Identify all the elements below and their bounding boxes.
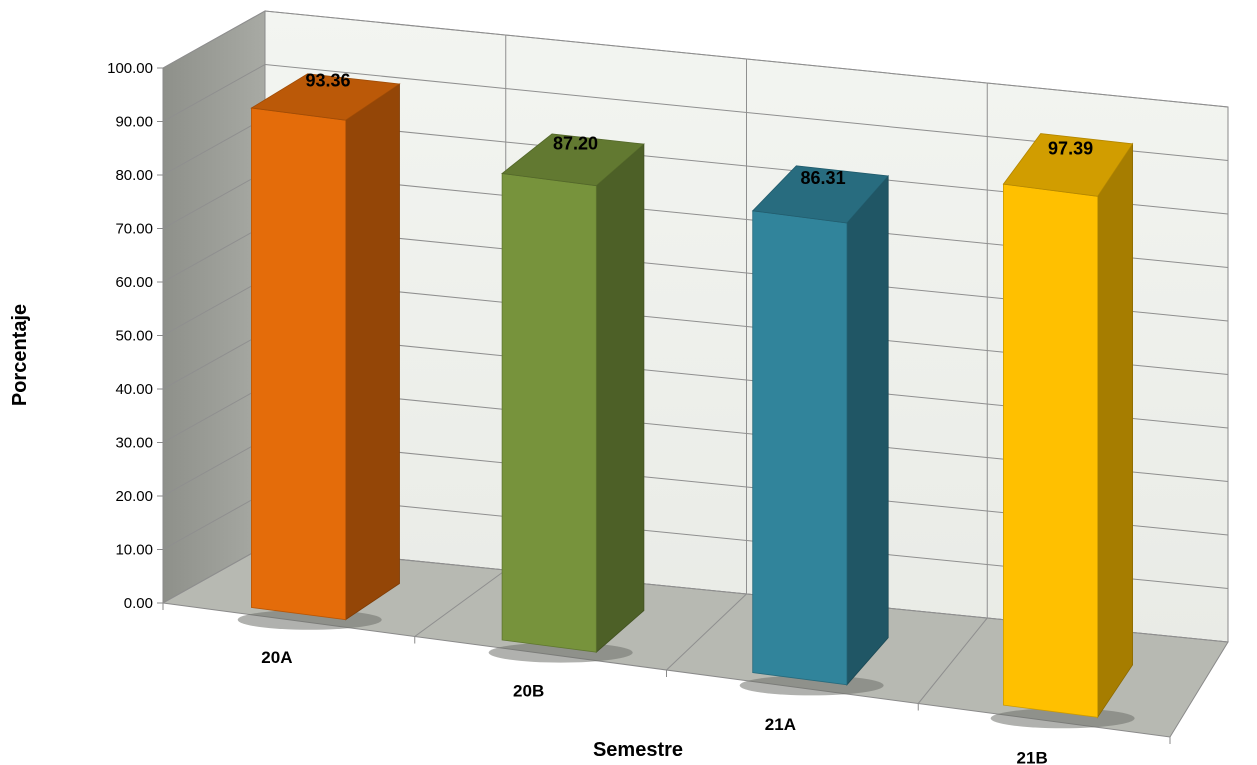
- bar: [250, 73, 401, 621]
- bar: [1002, 133, 1134, 719]
- bars: [250, 73, 1134, 719]
- data-label: 93.36: [306, 71, 351, 91]
- bar: [751, 165, 890, 686]
- data-label: 86.31: [801, 168, 846, 188]
- bar-side: [595, 143, 645, 654]
- y-tick-label: 50.00: [115, 328, 153, 345]
- gridline: [162, 10, 1229, 108]
- x-tick-label: 20B: [513, 681, 544, 700]
- y-tick-label: 30.00: [115, 435, 153, 452]
- y-tick-label: 60.00: [115, 274, 153, 291]
- bar: [501, 133, 645, 654]
- bar-side: [846, 174, 889, 686]
- bar-front: [250, 107, 347, 621]
- y-tick-label: 70.00: [115, 221, 153, 238]
- y-tick-label: 90.00: [115, 114, 153, 131]
- bar-top: [1002, 133, 1134, 197]
- y-tick-labels: 0.00 10.00 20.00 30.00 40.00 50.00 60.00 70.00 8…: [107, 60, 163, 612]
- y-tick-label: 0.00: [124, 595, 153, 612]
- y-tick-label: 20.00: [115, 488, 153, 505]
- bar-top: [751, 165, 890, 224]
- floor-divider: [666, 593, 747, 671]
- bar-front: [1003, 183, 1098, 718]
- y-tick-label: 10.00: [115, 542, 153, 559]
- data-labels: 93.36 87.20 86.31 97.39: [306, 71, 1094, 188]
- data-label: 87.20: [553, 133, 598, 153]
- gridline: [162, 63, 1229, 161]
- bar-front: [501, 173, 597, 653]
- y-tick-label: 100.00: [107, 60, 153, 77]
- x-tick-label: 20A: [261, 648, 292, 667]
- x-tick-label: 21A: [765, 715, 796, 734]
- bar-top: [250, 73, 401, 121]
- bar-front: [752, 210, 848, 686]
- floor-divider: [917, 617, 988, 704]
- x-tick-labels: 20A 20B 21A 21B: [261, 648, 1047, 765]
- y-tick-label: 80.00: [115, 167, 153, 184]
- data-label: 97.39: [1048, 138, 1093, 158]
- x-axis-title: Semestre: [593, 739, 683, 761]
- bar-top: [501, 133, 645, 187]
- floor-divider: [414, 569, 507, 637]
- y-tick-label: 40.00: [115, 381, 153, 398]
- x-tick-label: 21B: [1017, 748, 1048, 765]
- y-axis-title: Porcentaje: [9, 304, 31, 406]
- bar-side: [1097, 142, 1133, 719]
- bar-side: [345, 83, 400, 621]
